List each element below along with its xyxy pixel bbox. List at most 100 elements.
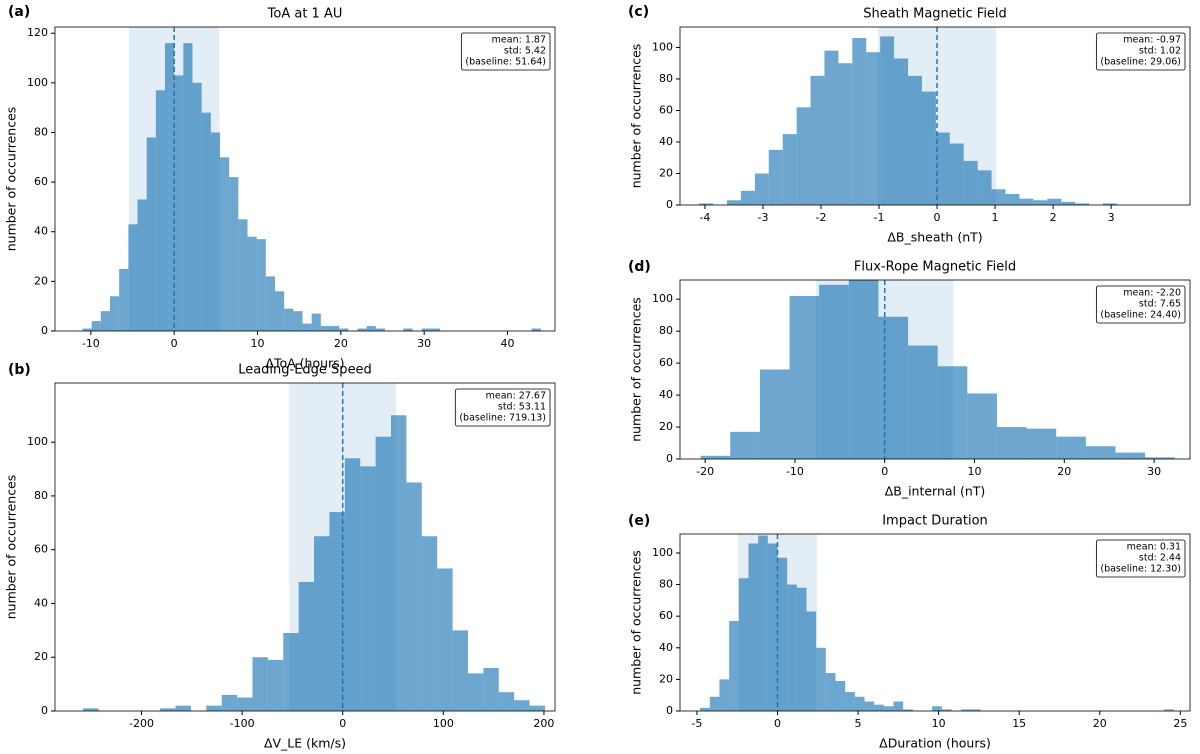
bar <box>767 543 778 711</box>
bar <box>810 75 825 206</box>
bar <box>452 630 468 711</box>
bar <box>893 701 904 711</box>
bar <box>963 160 978 205</box>
panel-title: Flux-Rope Magnetic Field <box>854 260 1016 275</box>
bar <box>220 157 230 331</box>
x-tick-label: 2 <box>1050 211 1057 224</box>
bar <box>835 680 846 711</box>
bar <box>406 482 422 711</box>
x-tick-label: -2 <box>816 211 827 224</box>
bar <box>949 143 964 205</box>
bar <box>719 679 730 711</box>
bar <box>339 328 349 331</box>
bar <box>314 536 330 711</box>
x-tick-label: 10 <box>968 465 982 478</box>
y-tick-label: 20 <box>659 166 673 179</box>
bar <box>237 697 253 711</box>
x-tick-label: -100 <box>230 717 255 730</box>
bar <box>729 620 739 711</box>
y-tick-label: 40 <box>34 225 48 238</box>
bar <box>421 328 431 331</box>
bar <box>816 647 826 711</box>
bar <box>329 512 345 711</box>
bar <box>852 38 867 205</box>
stats-text: mean: -0.97 <box>1123 35 1181 46</box>
x-tick-label: 20 <box>1057 465 1071 478</box>
x-tick-label: 5 <box>855 717 862 730</box>
bar <box>265 276 275 331</box>
panel-label: (a) <box>8 4 30 20</box>
x-tick-label: 40 <box>501 337 515 350</box>
bar <box>806 611 817 711</box>
stats-text: std: 2.44 <box>1139 553 1181 564</box>
axes-frame <box>54 26 556 332</box>
bar <box>165 43 175 331</box>
y-tick-label: 100 <box>652 40 673 53</box>
bar <box>1075 203 1090 205</box>
x-tick-label: 0 <box>774 717 781 730</box>
y-tick-label: 80 <box>659 324 673 337</box>
y-axis-label: number of occurrences <box>629 44 644 189</box>
stats-box <box>454 388 551 427</box>
axes-frame <box>679 279 1191 460</box>
bar <box>903 709 913 711</box>
bar <box>430 328 440 331</box>
y-tick-label: 0 <box>666 198 673 211</box>
bar <box>128 224 138 331</box>
y-tick-label: 0 <box>666 704 673 717</box>
bar <box>874 704 884 711</box>
bar <box>344 458 361 711</box>
bar <box>110 296 120 331</box>
bar <box>437 568 453 711</box>
bar <box>864 701 875 711</box>
bar <box>1047 198 1062 205</box>
bar <box>878 316 909 459</box>
bar <box>206 705 222 711</box>
bar <box>838 63 853 205</box>
bar <box>1005 193 1020 205</box>
bar <box>283 633 299 711</box>
bar <box>740 190 755 205</box>
stats-text: mean: 27.67 <box>486 391 546 402</box>
x-tick-label: -4 <box>699 211 710 224</box>
bar <box>498 692 515 711</box>
x-tick-label: -3 <box>757 211 768 224</box>
bar <box>782 134 797 205</box>
bar <box>201 112 211 331</box>
x-axis-label: ΔDuration (hours) <box>879 736 991 751</box>
bar <box>894 58 909 205</box>
x-axis-label: ΔV_LE (km/s) <box>264 736 346 751</box>
bar <box>302 323 312 331</box>
bar <box>967 393 997 459</box>
x-tick-label: 10 <box>251 337 265 350</box>
bar <box>229 177 239 331</box>
axes-frame <box>679 26 1191 206</box>
panel-label: (e) <box>628 513 650 529</box>
bar <box>937 366 968 459</box>
bar <box>275 291 285 331</box>
bar <box>267 659 284 711</box>
y-tick-label: 100 <box>652 292 673 305</box>
bar <box>777 557 788 711</box>
y-tick-label: 40 <box>659 388 673 401</box>
bar <box>320 326 330 331</box>
stats-text: (baseline: 12.30) <box>1100 564 1181 575</box>
stats-text: (baseline: 719.13) <box>459 413 546 424</box>
bar <box>160 708 176 711</box>
stats-box <box>460 32 551 71</box>
y-tick-label: 80 <box>659 72 673 85</box>
stats-text: std: 1.02 <box>1139 46 1181 57</box>
x-tick-label: 3 <box>1108 211 1115 224</box>
panel: -10 0 10 20 30 40 0 20 40 60 80 100 120 (a) ToA at 1 A… <box>4 4 556 371</box>
x-tick-label: 200 <box>533 717 554 730</box>
stats-text: mean: 1.87 <box>492 35 546 46</box>
bar <box>529 705 545 711</box>
panel-label: (b) <box>8 362 31 378</box>
stats-text: std: 53.11 <box>498 402 546 413</box>
y-tick-label: 0 <box>41 704 48 717</box>
bar <box>883 706 894 711</box>
stats-text: std: 7.65 <box>1139 299 1181 310</box>
bar <box>1164 709 1174 711</box>
bar <box>935 132 950 205</box>
